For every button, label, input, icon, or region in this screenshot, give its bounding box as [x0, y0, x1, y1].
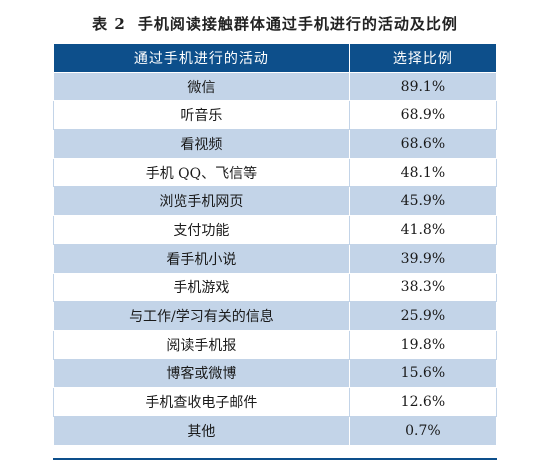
activity-table: 通过手机进行的活动 选择比例 微信 89.1% 听音乐 68.9% 看视频 68…	[53, 43, 498, 446]
activity-cell: 手机 QQ、飞信等	[53, 157, 350, 188]
header-ratio: 选择比例	[348, 43, 498, 73]
table-number: 表 2	[92, 15, 126, 33]
ratio-cell: 38.3%	[348, 272, 498, 303]
activity-cell: 听音乐	[53, 100, 350, 131]
table-row: 阅读手机报 19.8%	[53, 329, 498, 360]
table-row: 其他 0.7%	[53, 415, 498, 446]
table-header-row: 通过手机进行的活动 选择比例	[53, 43, 498, 73]
table-title: 手机阅读接触群体通过手机进行的活动及比例	[137, 15, 458, 33]
ratio-cell: 68.9%	[348, 100, 498, 131]
activity-cell: 支付功能	[53, 215, 350, 245]
ratio-cell: 41.8%	[348, 215, 498, 245]
table-row: 听音乐 68.9%	[53, 100, 498, 131]
activity-cell: 与工作/学习有关的信息	[53, 301, 350, 331]
ratio-cell: 48.1%	[348, 157, 498, 188]
activity-cell: 看手机小说	[53, 243, 350, 274]
table-row: 手机游戏 38.3%	[53, 272, 498, 303]
ratio-cell: 0.7%	[348, 415, 498, 446]
activity-cell: 微信	[53, 71, 350, 102]
activity-cell: 看视频	[53, 129, 350, 159]
table-bottom-rule	[53, 458, 497, 460]
activity-cell: 手机查收电子邮件	[53, 387, 350, 417]
table-row: 手机查收电子邮件 12.6%	[53, 387, 498, 417]
ratio-cell: 15.6%	[348, 358, 498, 389]
activity-cell: 博客或微博	[53, 358, 350, 389]
ratio-cell: 68.6%	[348, 129, 498, 159]
table-row: 手机 QQ、飞信等 48.1%	[53, 157, 498, 188]
ratio-cell: 45.9%	[348, 186, 498, 217]
ratio-cell: 12.6%	[348, 387, 498, 417]
table-row: 看视频 68.6%	[53, 129, 498, 159]
header-activity: 通过手机进行的活动	[53, 43, 350, 73]
ratio-cell: 39.9%	[348, 243, 498, 274]
ratio-cell: 19.8%	[348, 329, 498, 360]
table-caption: 表 2 手机阅读接触群体通过手机进行的活动及比例	[0, 13, 550, 34]
table-row: 看手机小说 39.9%	[53, 243, 498, 274]
table-row: 与工作/学习有关的信息 25.9%	[53, 301, 498, 331]
activity-cell: 手机游戏	[53, 272, 350, 303]
table-row: 浏览手机网页 45.9%	[53, 186, 498, 217]
table-row: 博客或微博 15.6%	[53, 358, 498, 389]
activity-cell: 其他	[53, 415, 350, 446]
ratio-cell: 25.9%	[348, 301, 498, 331]
activity-cell: 浏览手机网页	[53, 186, 350, 217]
ratio-cell: 89.1%	[348, 71, 498, 102]
table-row: 微信 89.1%	[53, 71, 498, 102]
table-row: 支付功能 41.8%	[53, 215, 498, 245]
activity-cell: 阅读手机报	[53, 329, 350, 360]
